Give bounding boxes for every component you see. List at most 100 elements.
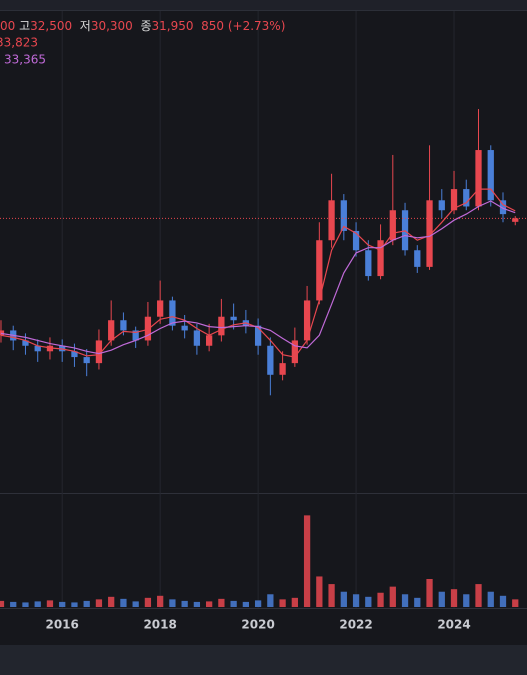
volume-bar <box>59 601 66 607</box>
volume-bar <box>169 599 176 607</box>
volume-bar <box>401 594 409 607</box>
candle-body <box>46 345 54 352</box>
candle-body <box>254 325 262 346</box>
moving-average-line <box>0 200 516 355</box>
ma-legend: 33,365 <box>4 53 46 67</box>
candle-body <box>206 335 213 346</box>
volume-bar <box>328 584 335 607</box>
candle-body <box>279 363 286 375</box>
candle-body <box>463 189 470 207</box>
volume-bar <box>450 589 458 607</box>
candle-body <box>34 345 41 352</box>
legend: 00 고32,500 저30,300 종31,950 850 (+2.73%)3… <box>0 19 285 67</box>
candle-body <box>499 200 507 215</box>
volume-bar <box>414 597 421 607</box>
volume-bar <box>499 595 507 607</box>
volume-bar <box>475 584 482 607</box>
legend-part: 종 <box>133 19 152 33</box>
candle-body <box>414 250 421 267</box>
volume-bar <box>83 600 90 607</box>
candle-body <box>71 351 78 358</box>
volume-pane <box>0 515 519 607</box>
volume-bar <box>132 601 139 607</box>
volume-bar <box>10 601 17 607</box>
candle-body <box>352 230 360 251</box>
candle-body <box>181 325 188 331</box>
x-tick-label: 2020 <box>241 618 274 632</box>
volume-bar <box>352 594 360 607</box>
candle-body <box>365 250 372 277</box>
volume-bar <box>438 591 445 607</box>
volume-bar <box>426 579 433 607</box>
x-tick-label: 2016 <box>45 618 78 632</box>
volume-bar <box>463 594 470 607</box>
volume-bar <box>46 600 54 607</box>
ma-legend: 33,823 <box>0 36 38 50</box>
candle-body <box>291 340 298 364</box>
candle-body <box>328 200 335 241</box>
candle-body <box>401 210 409 251</box>
legend-part: 고 <box>15 19 30 33</box>
ohlc-legend: 00 고32,500 저30,300 종31,950 850 (+2.73%) <box>0 19 285 33</box>
candle-body <box>120 320 127 331</box>
candle-body <box>316 240 323 301</box>
volume-bar <box>206 601 213 607</box>
volume-bar <box>0 600 5 607</box>
volume-bar <box>95 599 103 607</box>
legend-part: 30,300 <box>91 19 133 33</box>
x-tick-label: 2024 <box>437 618 470 632</box>
candle-body <box>157 300 164 317</box>
top-bar <box>0 0 527 10</box>
candle-body <box>193 330 201 346</box>
candle-body <box>389 210 396 241</box>
volume-bar <box>303 515 311 607</box>
volume-bar <box>34 601 41 607</box>
volume-bar <box>230 600 237 607</box>
x-tick-label: 2018 <box>143 618 176 632</box>
volume-bar <box>316 576 323 607</box>
volume-bar <box>108 596 115 607</box>
volume-bar <box>71 602 78 607</box>
candle-body <box>22 340 29 346</box>
volume-bar <box>512 599 519 607</box>
volume-bar <box>22 602 29 607</box>
volume-bar <box>157 595 164 607</box>
volume-bar <box>487 591 494 607</box>
grid <box>61 11 455 608</box>
volume-bar <box>340 591 347 607</box>
legend-part: 850 (+2.73%) <box>193 19 285 33</box>
candle-body <box>108 320 115 341</box>
legend-part: 00 <box>0 19 15 33</box>
moving-average-line <box>0 188 516 358</box>
candle-body <box>83 357 90 364</box>
volume-bar <box>377 592 384 607</box>
candle-body <box>340 200 347 231</box>
candle-body <box>450 189 458 211</box>
volume-bar <box>365 596 372 607</box>
candle-body <box>267 345 274 375</box>
volume-bar <box>193 601 201 607</box>
volume-bar <box>389 586 396 607</box>
candle-body <box>132 330 139 341</box>
candle-body <box>0 330 5 336</box>
volume-bar <box>267 594 274 607</box>
candle-body <box>377 240 384 277</box>
volume-bar <box>120 598 127 607</box>
volume-bar <box>291 597 298 607</box>
candle-body <box>169 300 176 326</box>
volume-bar <box>218 598 225 607</box>
volume-bar <box>144 597 152 607</box>
candle-body <box>438 200 445 211</box>
candle-body <box>144 316 152 341</box>
candle-body <box>218 316 225 336</box>
legend-part: 저 <box>72 19 91 33</box>
candle-body <box>95 340 103 364</box>
candle-body <box>426 200 433 267</box>
volume-bar <box>181 600 188 607</box>
price-pane <box>0 109 527 396</box>
bottom-bar <box>0 645 527 675</box>
candle-body <box>303 300 311 341</box>
volume-bar <box>279 599 286 607</box>
